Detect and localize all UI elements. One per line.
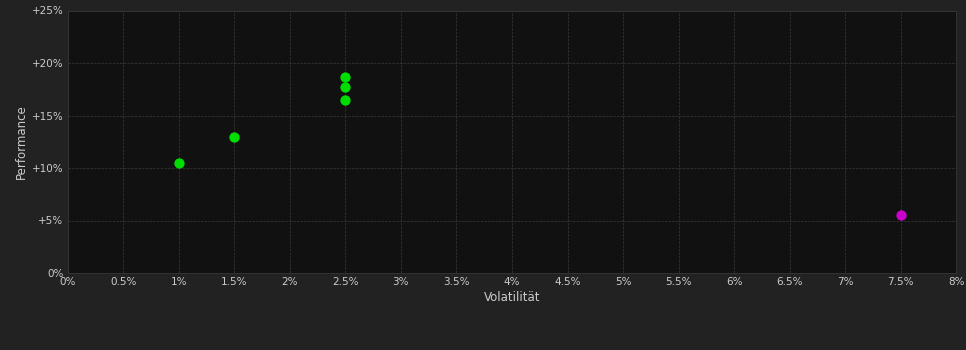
Point	[894, 212, 909, 218]
Point	[171, 160, 186, 166]
Point	[226, 134, 242, 139]
X-axis label: Volatilität: Volatilität	[484, 291, 540, 304]
Point	[338, 97, 354, 103]
Point	[338, 84, 354, 90]
Y-axis label: Performance: Performance	[14, 104, 28, 179]
Point	[338, 74, 354, 79]
